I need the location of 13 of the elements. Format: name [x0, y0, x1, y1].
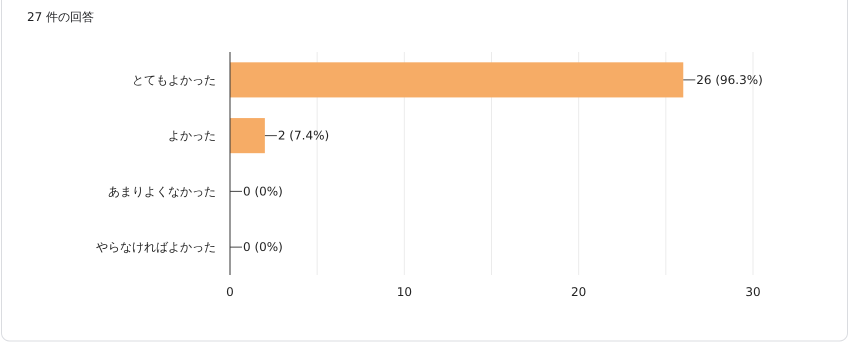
x-tick-label: 10: [396, 285, 412, 299]
y-tick-label: よかった: [168, 128, 216, 143]
y-tick-label: とてもよかった: [132, 72, 216, 87]
data-label: 0 (0%): [243, 184, 283, 198]
text: 27 件の回答: [27, 10, 94, 24]
data-label: 0 (0%): [243, 240, 283, 254]
y-tick-label: あまりよくなかった: [108, 184, 216, 198]
data-label: 2 (7.4%): [278, 128, 330, 143]
y-tick-label: やらなければよかった: [96, 240, 216, 254]
x-tick-label: 30: [745, 285, 761, 299]
x-tick-label: 0: [226, 285, 234, 299]
data-label: 26 (96.3%): [696, 72, 763, 87]
x-tick-label: 20: [571, 285, 586, 299]
